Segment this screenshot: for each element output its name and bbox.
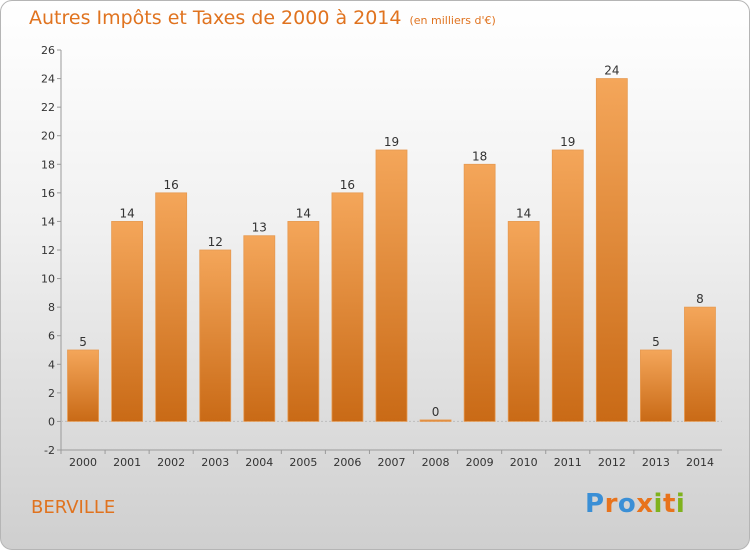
data-label-2006: 16: [340, 178, 355, 192]
data-label-2011: 19: [560, 135, 575, 149]
y-tick-label: 12: [41, 244, 55, 257]
x-tick-label: 2012: [598, 456, 626, 469]
bar-2007: [375, 149, 408, 422]
data-label-2001: 14: [119, 206, 134, 220]
x-tick-label: 2004: [245, 456, 273, 469]
y-tick-label: 14: [41, 215, 55, 228]
bar-2003: [199, 249, 232, 422]
data-label-2007: 19: [384, 135, 399, 149]
logo-letter: i: [675, 489, 686, 519]
y-tick-label: 4: [48, 358, 55, 371]
bar-2012: [595, 78, 628, 422]
chart-title-unit: (en milliers d'€): [409, 14, 496, 27]
x-tick-label: 2011: [554, 456, 582, 469]
data-label-2004: 13: [252, 221, 267, 235]
x-tick-label: 2009: [466, 456, 494, 469]
x-tick-label: 2007: [378, 456, 406, 469]
commune-name: BERVILLE: [31, 497, 116, 518]
y-tick-label: 18: [41, 158, 55, 171]
x-tick-label: 2006: [333, 456, 361, 469]
bar-2006: [331, 192, 364, 422]
data-label-2000: 5: [79, 335, 87, 349]
data-label-2014: 8: [696, 292, 704, 306]
x-tick-label: 2005: [289, 456, 317, 469]
logo-letter: t: [662, 489, 676, 519]
x-tick-label: 2002: [157, 456, 185, 469]
bar-2008: [419, 419, 452, 422]
x-tick-label: 2013: [642, 456, 670, 469]
bar-2004: [243, 235, 276, 422]
data-label-2003: 12: [208, 235, 223, 249]
bar-2001: [111, 221, 143, 422]
bar-2014: [684, 306, 716, 422]
logo-letter: P: [585, 489, 605, 519]
data-label-2013: 5: [652, 335, 660, 349]
y-tick-label: 0: [48, 415, 55, 428]
y-tick-label: 16: [41, 187, 55, 200]
bar-2013: [640, 349, 672, 422]
data-label-2009: 18: [472, 149, 487, 163]
bar-2005: [287, 221, 320, 422]
logo-letter: i: [653, 489, 663, 519]
y-tick-label: 22: [41, 101, 55, 114]
data-label-2010: 14: [516, 206, 531, 220]
data-label-2008: 0: [432, 405, 440, 419]
bar-2009: [463, 163, 496, 422]
data-label-2012: 24: [604, 64, 619, 78]
bar-2000: [67, 349, 99, 422]
data-label-2005: 14: [296, 206, 311, 220]
x-tick-label: 2010: [510, 456, 538, 469]
y-tick-label: -2: [44, 444, 55, 457]
x-tick-label: 2000: [69, 456, 97, 469]
chart-title-text: Autres Impôts et Taxes de 2000 à 2014: [29, 7, 402, 29]
y-tick-label: 24: [41, 73, 55, 86]
y-tick-label: 6: [48, 330, 55, 343]
chart-title: Autres Impôts et Taxes de 2000 à 2014 (en…: [29, 7, 496, 29]
bar-2002: [155, 192, 188, 422]
logo-letter: o: [617, 489, 637, 519]
y-tick-label: 20: [41, 130, 55, 143]
x-tick-label: 2003: [201, 456, 229, 469]
y-tick-label: 10: [41, 273, 55, 286]
x-tick-label: 2001: [113, 456, 141, 469]
data-label-2002: 16: [164, 178, 179, 192]
x-tick-label: 2014: [686, 456, 714, 469]
bar-2010: [507, 221, 540, 422]
bar-2011: [551, 149, 584, 422]
logo-letter: x: [636, 489, 654, 519]
proxiti-logo[interactable]: Proxiti: [585, 489, 685, 519]
logo-letter: r: [604, 489, 618, 519]
y-tick-label: 2: [48, 387, 55, 400]
y-tick-label: 26: [41, 44, 55, 57]
y-tick-label: 8: [48, 301, 55, 314]
x-tick-label: 2008: [422, 456, 450, 469]
